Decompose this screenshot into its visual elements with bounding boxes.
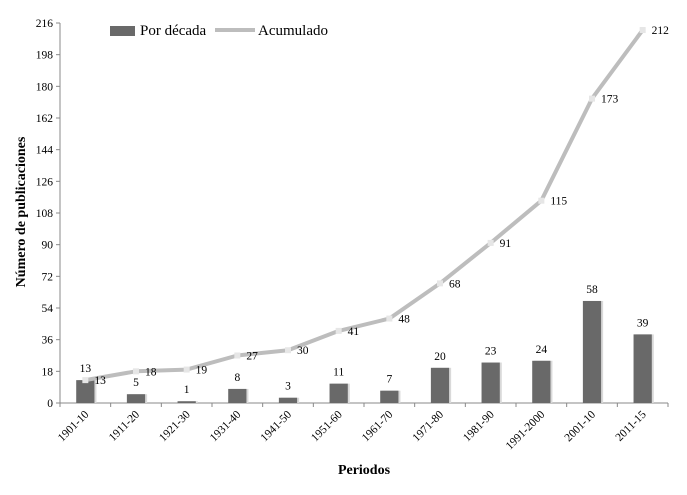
- line-data-label: 212: [652, 25, 670, 37]
- x-tick-label: 1981-90: [461, 408, 497, 444]
- y-tick-label: 18: [42, 366, 54, 378]
- x-tick-label: 1911-20: [107, 408, 142, 443]
- bar: [228, 388, 247, 403]
- bar: [430, 367, 450, 403]
- y-tick-label: 216: [36, 18, 54, 30]
- line-data-label: 173: [601, 94, 619, 106]
- x-tick-label: 1971-80: [411, 408, 447, 444]
- bar: [278, 397, 298, 403]
- line-point: [639, 27, 646, 34]
- x-tick-label: 1941-50: [259, 408, 295, 444]
- bar: [582, 300, 602, 403]
- line-point: [82, 377, 89, 384]
- line-point: [285, 347, 291, 354]
- line-point: [589, 95, 595, 102]
- x-tick-label: 1931-40: [208, 408, 244, 444]
- x-tick-label: 1991-2000: [504, 408, 548, 452]
- y-tick-label: 198: [36, 50, 54, 62]
- bar-data-label: 23: [485, 346, 497, 358]
- bar: [380, 390, 399, 403]
- y-ticks: 0 18 36 54 72 90 108 126 144 162 180 198 216: [36, 18, 60, 410]
- line-data-label: 41: [348, 326, 360, 338]
- bar-series: [76, 300, 654, 403]
- bar: [329, 383, 348, 403]
- line-data-label: 68: [449, 278, 461, 290]
- y-tick-label: 72: [42, 271, 54, 283]
- bar-data-label: 5: [133, 377, 139, 389]
- bar: [481, 362, 500, 403]
- y-tick-label: 108: [36, 208, 54, 220]
- legend-bar-label: Por década: [140, 23, 207, 39]
- bar: [126, 394, 146, 403]
- bar-data-label: 8: [234, 372, 240, 384]
- legend-line-label: Acumulado: [258, 23, 328, 39]
- line-series: [82, 27, 646, 384]
- bar-data-label: 24: [536, 344, 548, 356]
- line-point: [183, 366, 190, 373]
- line-point: [437, 280, 443, 287]
- bar-data-label: 20: [434, 351, 446, 363]
- bar: [76, 380, 95, 403]
- y-tick-label: 162: [36, 113, 54, 125]
- cumulative-line: [84, 28, 645, 383]
- x-tick-label: 1961-70: [360, 408, 396, 444]
- bar: [633, 334, 652, 403]
- bar-data-label: 11: [333, 367, 344, 379]
- line-point: [133, 368, 139, 375]
- y-tick-label: 0: [47, 398, 53, 410]
- line-point: [487, 239, 494, 246]
- line-point: [386, 315, 393, 322]
- y-axis-title: Número de publicaciones: [14, 136, 29, 287]
- line-data-label: 91: [500, 238, 512, 250]
- x-ticks: 1901-10 1911-20 1921-30 1931-40 1941-50 1951-…: [56, 403, 669, 452]
- y-tick-label: 144: [36, 145, 54, 157]
- line-data-label: 48: [398, 314, 410, 326]
- bar: [532, 360, 551, 403]
- line-data-label: 115: [550, 196, 567, 208]
- bar: [177, 401, 196, 403]
- y-tick-label: 90: [42, 240, 54, 252]
- x-tick-label: 1921-30: [157, 408, 193, 444]
- axes: [59, 23, 668, 404]
- legend: Por década Acumulado: [110, 23, 328, 39]
- line-data-label: 19: [196, 365, 208, 377]
- bar-data-label: 1: [184, 384, 190, 396]
- y-tick-label: 54: [42, 303, 54, 315]
- x-tick-label: 2001-10: [563, 408, 599, 444]
- y-tick-label: 126: [36, 176, 54, 188]
- line-data-label: 27: [246, 351, 258, 363]
- legend-bar-swatch: [110, 26, 135, 36]
- bar-data-label: 13: [80, 363, 92, 375]
- bar-data-label: 3: [285, 381, 291, 393]
- x-axis-title: Periodos: [338, 463, 391, 478]
- line-point: [335, 327, 342, 334]
- line-data-label: 13: [94, 375, 106, 387]
- bar-data-label: 39: [637, 317, 649, 329]
- y-tick-label: 36: [42, 335, 54, 347]
- x-tick-label: 1901-10: [56, 408, 92, 444]
- line-point: [538, 197, 545, 204]
- line-point: [234, 352, 241, 359]
- bar-data-label: 7: [386, 374, 392, 386]
- line-data-label: 18: [145, 366, 157, 378]
- line-data-label: 30: [297, 345, 309, 357]
- x-tick-label: 2011-15: [613, 408, 648, 443]
- bar-data-label: 58: [586, 284, 598, 296]
- x-tick-label: 1951-60: [309, 408, 345, 444]
- y-tick-label: 180: [36, 81, 54, 93]
